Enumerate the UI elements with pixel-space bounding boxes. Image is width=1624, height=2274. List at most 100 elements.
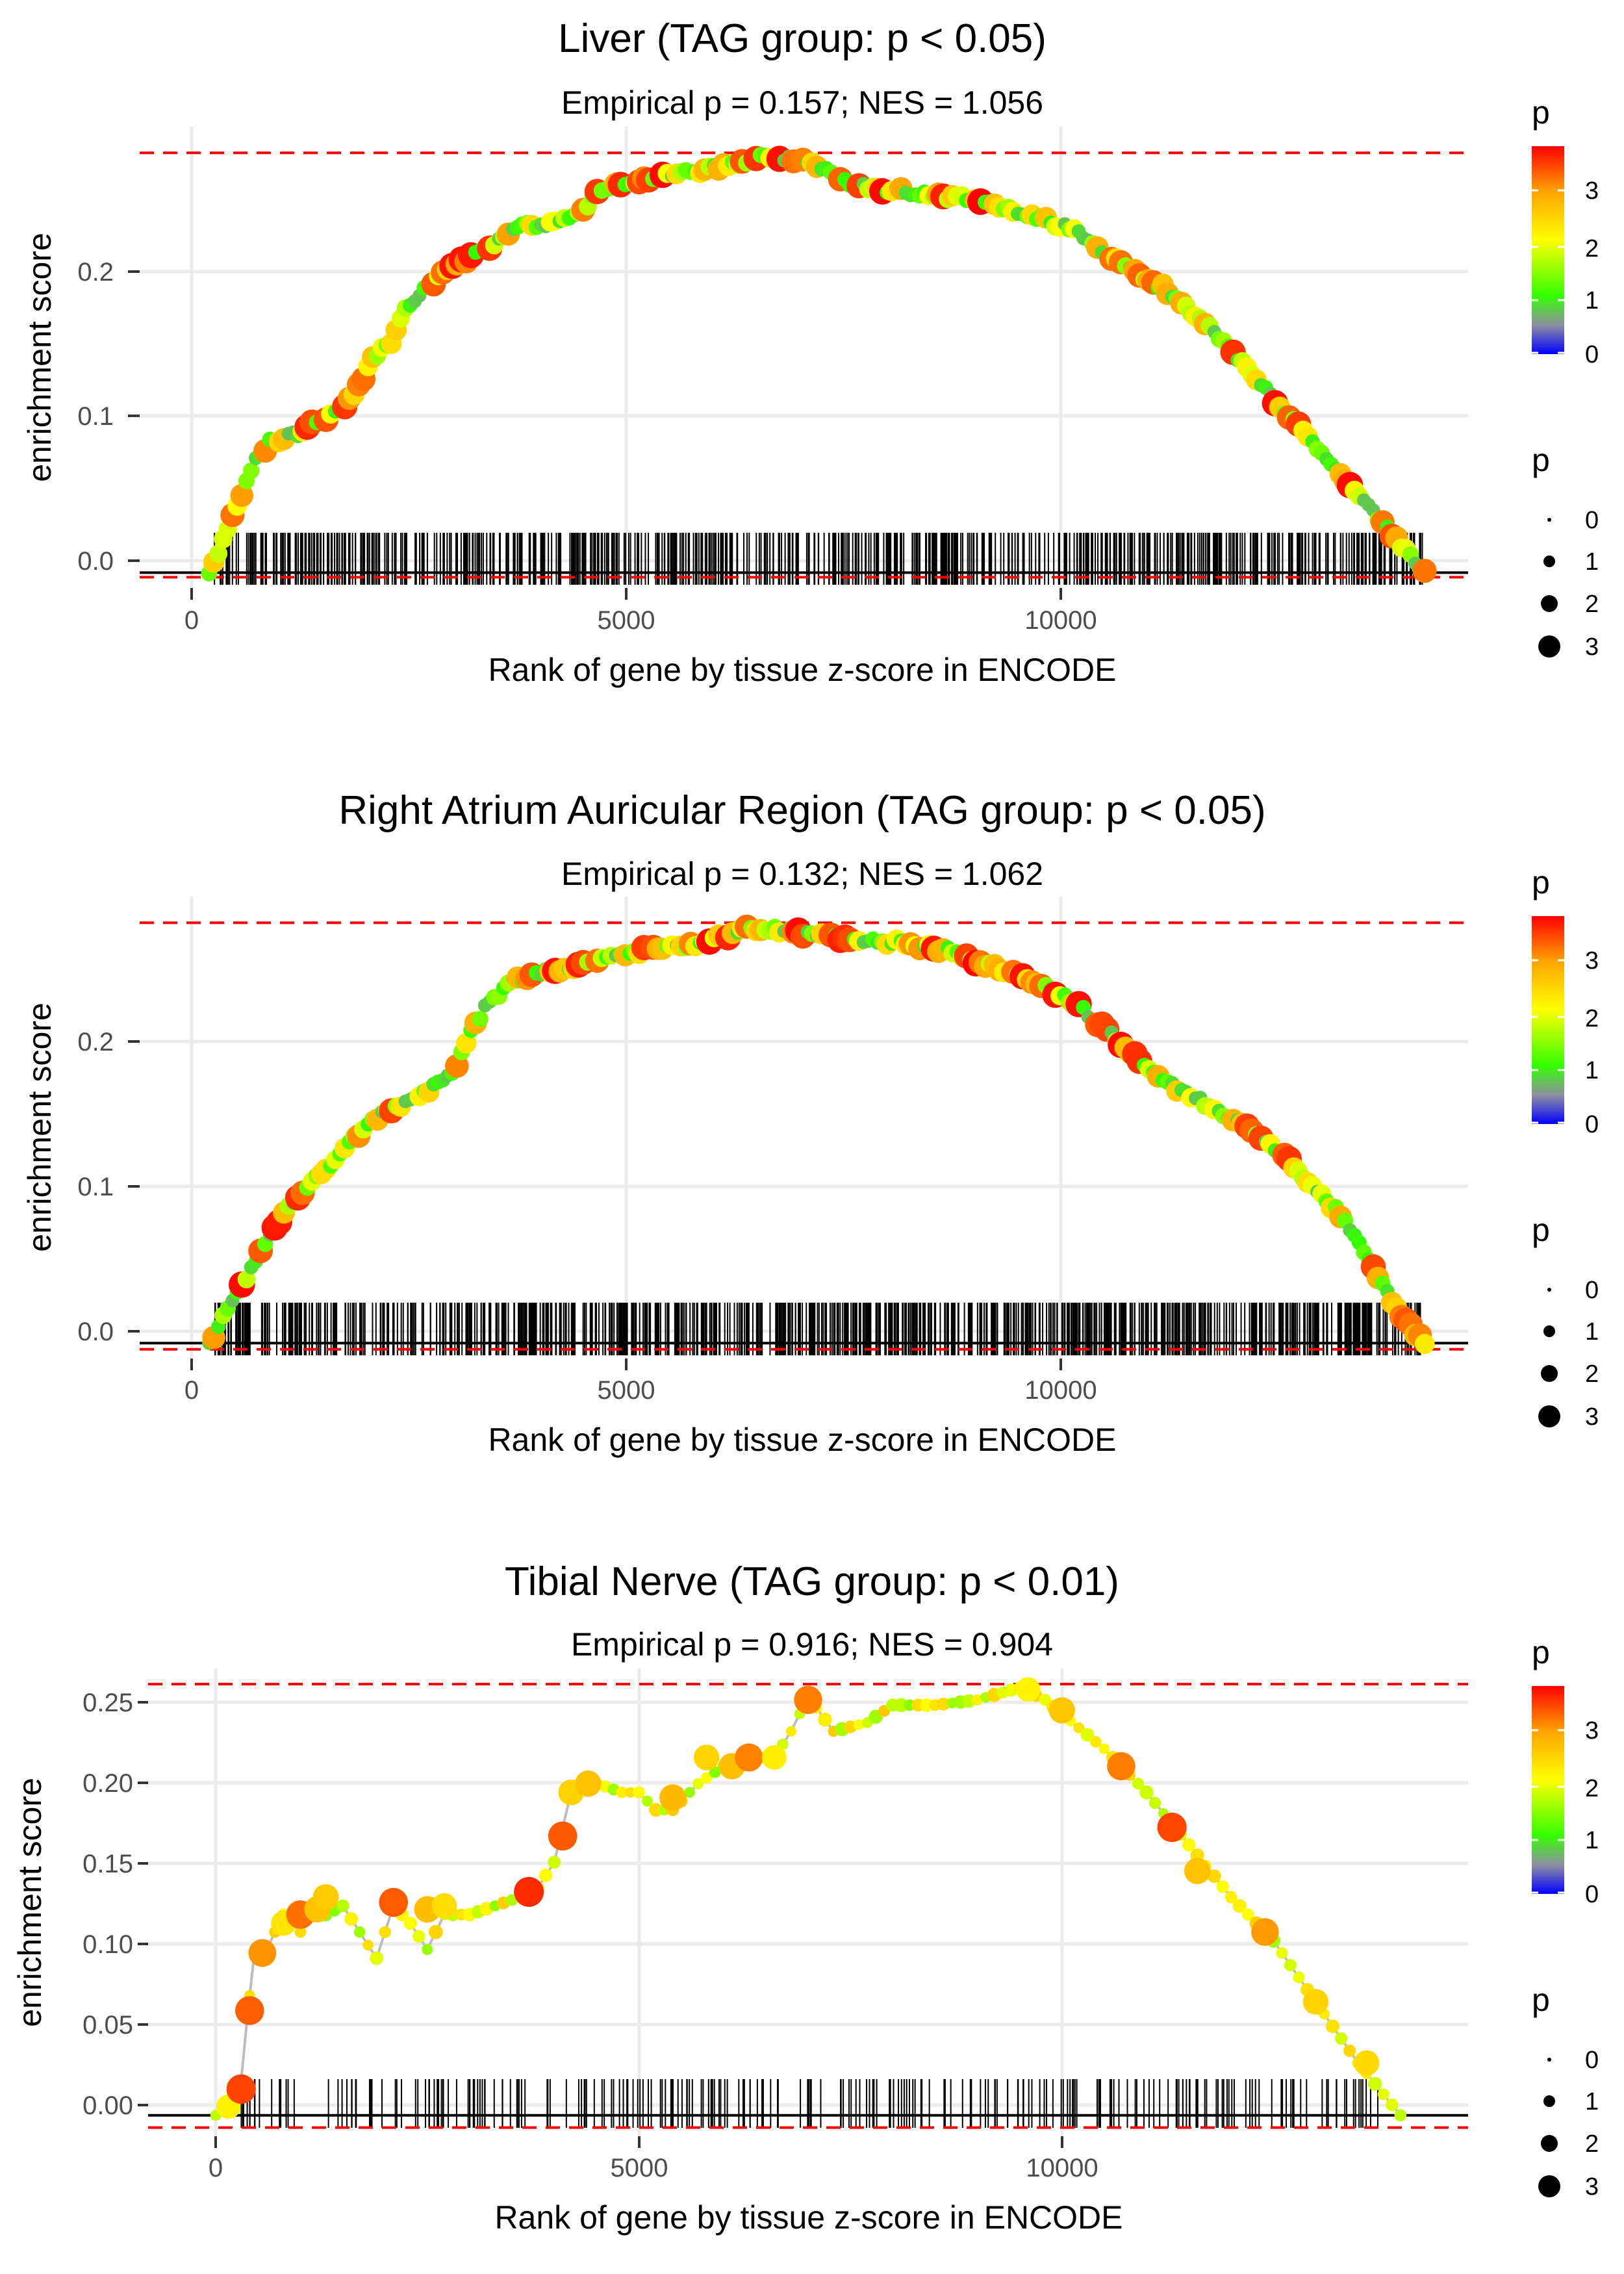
color-legend-tick: 2 [1585, 1005, 1599, 1032]
data-point [370, 1951, 384, 1965]
y-tick-label: 0.1 [77, 1173, 114, 1201]
data-point [1080, 1728, 1095, 1742]
x-tick-label: 10000 [1024, 606, 1097, 635]
plot-area [140, 914, 1468, 1355]
data-point [248, 1939, 277, 1967]
curve-points [201, 146, 1437, 583]
data-point [894, 1698, 909, 1713]
data-point [1343, 2044, 1356, 2057]
size-legend-dot [1543, 2095, 1555, 2107]
y-tick-label: 0.1 [77, 402, 114, 431]
data-point [1132, 1778, 1145, 1790]
chart-title: Tibial Nerve (TAG group: p < 0.01) [505, 1559, 1119, 1604]
hit-marks [214, 1303, 1421, 1355]
size-legend-dot [1547, 1288, 1551, 1292]
data-point [853, 1719, 865, 1730]
data-point [422, 1944, 433, 1956]
data-point [1276, 1947, 1288, 1959]
data-point [428, 1924, 443, 1939]
data-point [379, 1887, 409, 1917]
data-point [1157, 1812, 1187, 1843]
size-legend-label: 3 [1585, 1403, 1599, 1431]
data-point [1182, 1838, 1196, 1852]
y-tick-label: 0.00 [82, 2091, 133, 2120]
size-legend-label: 1 [1585, 2088, 1599, 2115]
y-tick-label: 0.15 [82, 1850, 133, 1878]
color-legend-tick: 3 [1585, 1717, 1599, 1744]
size-legend-label: 2 [1585, 2130, 1599, 2158]
x-tick-label: 5000 [598, 606, 655, 635]
data-point [625, 1787, 636, 1798]
x-axis: 0 5000 10000 Rank of gene by tissue z-sc… [184, 588, 1117, 688]
data-point [1139, 1785, 1154, 1800]
plot-area [140, 146, 1468, 585]
size-legend-dot [1547, 2058, 1551, 2062]
data-point [785, 1726, 797, 1737]
color-legend: p 3 2 1 0 [1532, 94, 1599, 368]
size-legend-label: 0 [1585, 1277, 1599, 1304]
x-tick-label: 10000 [1026, 2154, 1098, 2182]
panel-liver: Liver (TAG group: p < 0.05) Empirical p … [21, 16, 1599, 688]
size-legend-label: 0 [1585, 507, 1599, 534]
size-legend-title: p [1532, 1982, 1550, 2018]
grid [148, 1668, 1468, 2136]
color-legend-tick: 3 [1585, 177, 1599, 205]
color-legend: p 3 2 1 0 [1532, 864, 1599, 1138]
curve-points [210, 1677, 1407, 2122]
x-axis-label: Rank of gene by tissue z-score in ENCODE [494, 2199, 1123, 2236]
size-legend-dot [1543, 556, 1555, 567]
data-point [294, 1926, 307, 1938]
hit-marks [240, 2079, 1378, 2128]
data-point [616, 1786, 628, 1798]
data-point [1385, 2098, 1399, 2112]
x-tick-label: 5000 [598, 1376, 655, 1405]
data-point [648, 1803, 663, 1817]
color-legend-title: p [1532, 94, 1550, 131]
data-point [1394, 2109, 1407, 2122]
data-point [336, 1899, 349, 1913]
color-legend-tick: 1 [1585, 287, 1599, 314]
color-bar [1532, 916, 1564, 1124]
plot-area [148, 1677, 1468, 2129]
data-point [1090, 1735, 1102, 1748]
y-tick-label: 0.0 [77, 1318, 114, 1346]
data-point [961, 1694, 976, 1708]
size-legend: p 0 1 2 3 [1532, 1212, 1599, 1431]
color-legend-tick: 2 [1585, 235, 1599, 262]
data-point [937, 1697, 950, 1711]
x-tick-label: 10000 [1024, 1376, 1097, 1405]
data-point [735, 1743, 763, 1772]
data-point [235, 1996, 264, 2025]
x-axis: 0 5000 10000 Rank of gene by tissue z-sc… [184, 1359, 1117, 1458]
size-legend-dot [1541, 1365, 1558, 1382]
chart-subtitle: Empirical p = 0.132; NES = 1.062 [561, 856, 1043, 892]
x-axis: 0 5000 10000 Rank of gene by tissue z-sc… [209, 2136, 1123, 2236]
size-legend-label: 3 [1585, 2173, 1599, 2201]
data-point [692, 1778, 704, 1789]
data-point [794, 1685, 822, 1715]
data-point [539, 1869, 553, 1882]
color-bar [1532, 1686, 1564, 1894]
panel-tibial-nerve: Tibial Nerve (TAG group: p < 0.01) Empir… [12, 1559, 1599, 2236]
data-point [700, 1772, 713, 1784]
chart-subtitle: Empirical p = 0.157; NES = 1.056 [561, 84, 1043, 121]
size-legend: p 0 1 2 3 [1532, 1982, 1599, 2201]
size-legend-dot [1541, 2135, 1558, 2152]
x-tick-label: 0 [184, 1376, 199, 1405]
size-legend-title: p [1532, 442, 1550, 478]
size-legend-title: p [1532, 1212, 1550, 1248]
color-legend-title: p [1532, 864, 1550, 901]
data-point [1284, 1959, 1297, 1972]
grid [140, 897, 1468, 1359]
data-point [1107, 1752, 1136, 1781]
data-point [1232, 1898, 1247, 1913]
x-axis-label: Rank of gene by tissue z-score in ENCODE [488, 1422, 1116, 1458]
data-point [456, 1033, 477, 1054]
color-legend-tick: 1 [1585, 1057, 1599, 1084]
data-point [1015, 1677, 1041, 1702]
size-legend-label: 2 [1585, 1361, 1599, 1388]
data-point [1412, 559, 1437, 583]
y-tick-label: 0.10 [82, 1930, 133, 1959]
data-point [818, 1713, 832, 1727]
